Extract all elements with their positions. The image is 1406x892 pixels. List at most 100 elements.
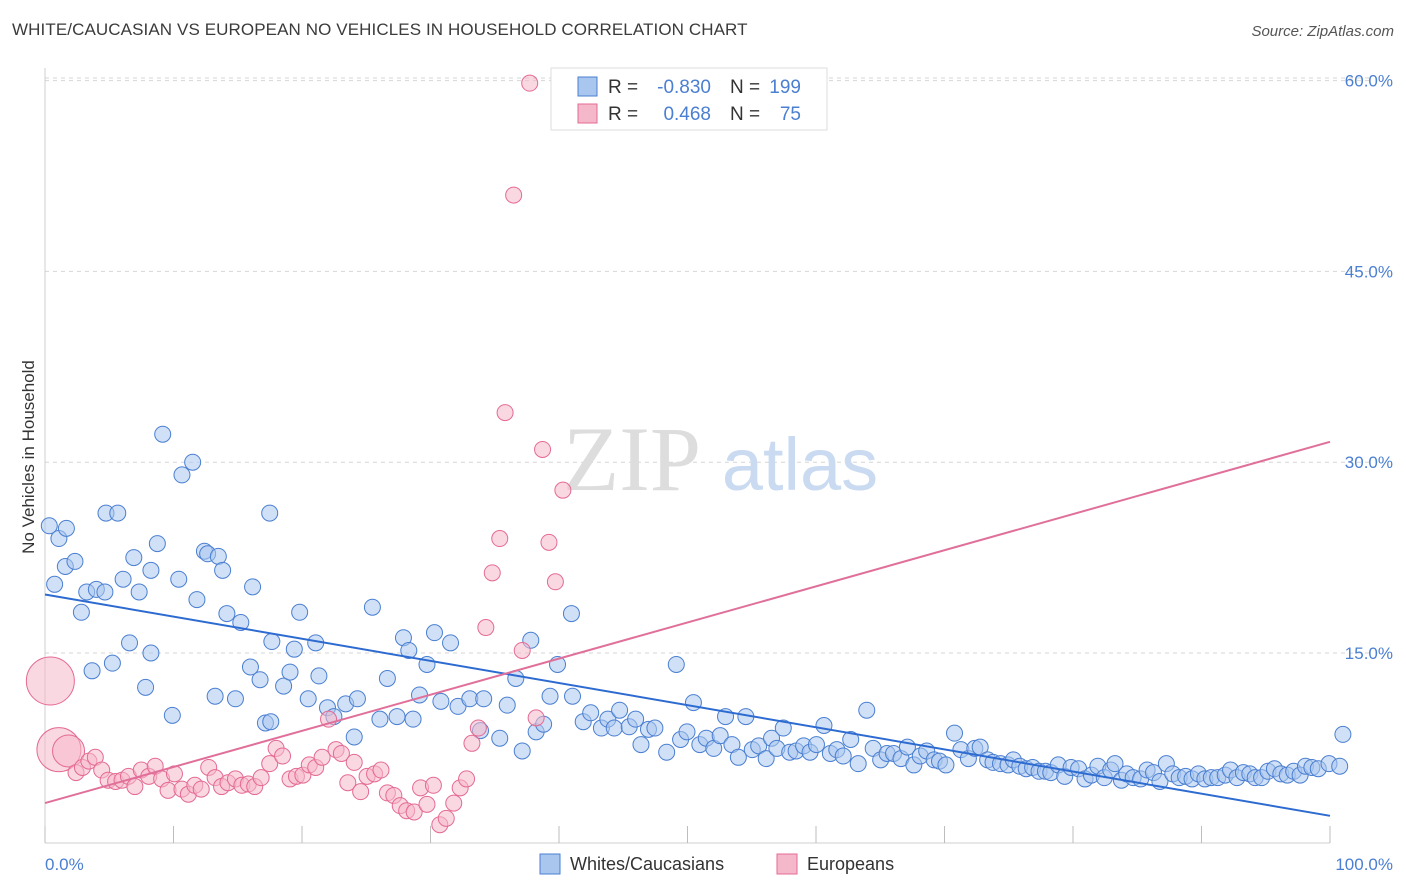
whites-point	[378, 669, 396, 687]
y-tick-label: 45.0%	[1345, 262, 1393, 281]
whites-point	[348, 690, 366, 708]
whites-point	[605, 719, 623, 737]
stat-legend: R = -0.830 N = 199 R = 0.468 N = 75	[550, 67, 828, 131]
stat-legend-blue-n-value: 199	[769, 77, 801, 98]
axis-layer: 15.0% 30.0% 45.0% 60.0% 0.0% 100.0%	[44, 68, 1393, 874]
whites-point	[72, 603, 90, 621]
whites-point	[562, 605, 580, 623]
whites-point	[206, 687, 224, 705]
whites-point	[475, 690, 493, 708]
whites-point	[684, 694, 702, 712]
whites-point	[750, 737, 768, 755]
whites-point	[1334, 725, 1352, 743]
chart-source: Source: ZipAtlas.com	[1251, 23, 1394, 40]
y-tick-label: 60.0%	[1345, 72, 1393, 91]
whites-point	[363, 598, 381, 616]
whites-point	[261, 504, 279, 522]
whites-point	[491, 729, 509, 747]
whites-point	[946, 724, 963, 742]
whites-point	[807, 736, 825, 754]
europeans-point	[332, 744, 350, 762]
whites-point	[241, 658, 259, 676]
whites-point	[646, 719, 664, 737]
europeans-point	[126, 778, 144, 796]
whites-point	[667, 655, 685, 673]
whites-point	[263, 633, 281, 651]
europeans-point	[252, 769, 270, 787]
whites-point	[275, 677, 293, 695]
europeans-point	[505, 186, 523, 204]
europeans-point	[445, 794, 463, 812]
x-tick-label: 100.0%	[1335, 855, 1393, 874]
whites-point	[299, 690, 317, 708]
whites-point	[232, 613, 250, 631]
europeans-point	[313, 748, 331, 766]
whites-point	[774, 719, 792, 737]
whites-point	[244, 578, 262, 596]
europeans-point	[546, 573, 564, 591]
europeans-point	[458, 770, 476, 788]
watermark-zip: ZIP	[563, 408, 701, 510]
whites-point	[130, 583, 148, 601]
europeans-point	[521, 74, 539, 92]
whites-point	[226, 690, 244, 708]
whites-point	[46, 575, 64, 593]
whites-point	[711, 727, 729, 745]
trend-layer	[44, 440, 1331, 817]
europeans-point	[540, 533, 558, 551]
whites-point	[757, 750, 775, 768]
whites-point	[137, 678, 155, 696]
europeans-point	[496, 404, 514, 422]
europeans-trend-line	[44, 440, 1331, 805]
y-tick-label: 30.0%	[1345, 453, 1393, 472]
grid-layer	[45, 77, 1370, 654]
stat-legend-pink-swatch	[577, 103, 598, 124]
europeans-point	[477, 619, 495, 637]
x-tick-label: 0.0%	[45, 855, 84, 874]
chart-title: WHITE/CAUCASIAN VS EUROPEAN NO VEHICLES …	[12, 20, 748, 39]
europeans-point	[339, 774, 357, 792]
y-axis-title: No Vehicles in Household	[19, 360, 38, 554]
whites-trend-line	[44, 593, 1331, 817]
whites-point	[858, 701, 876, 719]
stat-legend-pink-r-value: 0.468	[663, 104, 711, 125]
stat-legend-pink-n-value: 75	[780, 104, 801, 125]
whites-point	[513, 742, 531, 760]
whites-point	[425, 624, 443, 642]
whites-point	[57, 519, 75, 537]
whites-point	[163, 706, 181, 724]
europeans-point	[372, 761, 390, 779]
whites-point	[345, 728, 363, 746]
whites-point	[310, 667, 328, 685]
y-tick-label: 15.0%	[1345, 644, 1393, 663]
whites-point	[564, 687, 582, 705]
europeans-point	[345, 753, 363, 771]
europeans-point	[483, 564, 501, 582]
europeans-point	[554, 481, 572, 499]
whites-point	[218, 605, 236, 623]
whites-point	[148, 535, 166, 553]
whites-point	[449, 697, 467, 715]
stat-legend-blue-r-label: R =	[608, 77, 638, 98]
bottom-legend-europeans: Europeans	[807, 854, 894, 874]
stat-legend-pink-n-label: N =	[730, 104, 760, 125]
europeans-point	[418, 795, 436, 813]
whites-point	[627, 710, 645, 728]
bottom-legend: Whites/Caucasians Europeans	[539, 853, 894, 875]
series-europeans-points	[25, 74, 572, 834]
whites-point	[121, 634, 139, 652]
whites-point	[173, 466, 191, 484]
stat-legend-pink-r-label: R =	[608, 104, 638, 125]
whites-point	[142, 644, 160, 662]
europeans-point	[25, 656, 75, 706]
europeans-point	[527, 709, 545, 727]
europeans-point	[437, 809, 455, 827]
whites-point	[541, 687, 559, 705]
whites-point	[66, 552, 84, 570]
whites-point	[40, 517, 58, 535]
whites-point	[658, 743, 676, 761]
bottom-legend-pink-swatch	[776, 853, 798, 875]
whites-point	[214, 561, 232, 579]
whites-point	[729, 748, 747, 766]
whites-point	[611, 701, 629, 719]
